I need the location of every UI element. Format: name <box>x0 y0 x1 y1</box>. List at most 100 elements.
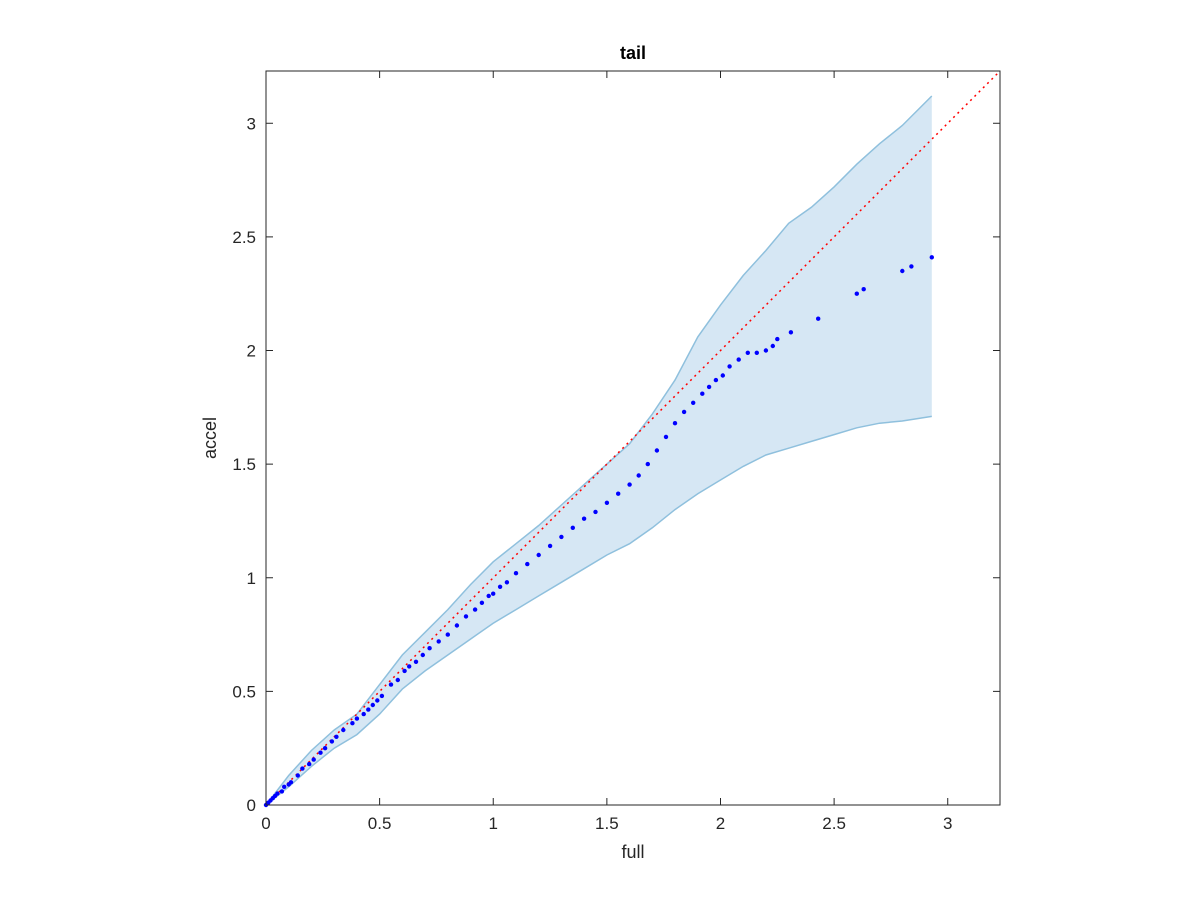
diagonal-reference-line <box>265 70 1001 806</box>
data-point <box>581 516 587 521</box>
data-point <box>861 287 866 292</box>
data-point <box>763 348 769 353</box>
y-tick-label: 2.5 <box>232 228 256 247</box>
confidence-band <box>265 95 933 806</box>
data-point <box>593 509 598 515</box>
data-point <box>307 761 312 767</box>
data-point <box>445 632 450 637</box>
data-point <box>288 780 294 785</box>
data-point <box>454 623 460 628</box>
x-axis-label: full <box>621 842 644 862</box>
data-point <box>570 525 575 530</box>
data-point <box>463 614 469 619</box>
x-tick-label: 2.5 <box>822 814 846 833</box>
data-point <box>318 750 323 755</box>
data-point <box>354 716 360 721</box>
y-tick-label: 1 <box>247 569 256 588</box>
data-point <box>350 721 355 726</box>
x-tick-label: 0 <box>261 814 270 833</box>
data-point <box>282 784 287 789</box>
data-point <box>497 584 503 589</box>
data-point <box>645 461 650 467</box>
data-point <box>854 291 859 296</box>
ticks: 0 0.5 1 1.5 2 2.5 3 0 0.5 1 1.5 2 2.5 3 <box>232 71 1000 833</box>
y-tick-label: 2 <box>247 342 256 361</box>
y-tick-label: 1.5 <box>232 455 256 474</box>
y-axis-label: accel <box>200 417 220 459</box>
data-point <box>366 707 371 712</box>
data-point <box>275 791 280 796</box>
band-lower-edge <box>265 415 932 806</box>
data-point <box>672 421 678 426</box>
data-point <box>745 350 750 355</box>
data-point <box>361 711 366 717</box>
data-point <box>754 350 759 355</box>
data-point <box>909 264 914 269</box>
data-point <box>491 591 496 596</box>
data-point <box>379 693 385 699</box>
data-point <box>395 677 400 683</box>
data-point <box>547 543 553 549</box>
chart-title: tail <box>620 43 646 63</box>
data-point <box>720 373 725 378</box>
data-point <box>788 330 794 335</box>
data-point <box>770 343 775 349</box>
data-point <box>472 607 478 612</box>
data-point <box>420 652 425 658</box>
data-point <box>681 409 687 415</box>
data-point <box>654 448 660 453</box>
data-point <box>700 391 705 396</box>
data-point <box>900 268 905 274</box>
data-point <box>536 552 541 558</box>
data-point <box>341 727 346 733</box>
data-point <box>616 491 621 496</box>
data-point <box>636 473 641 478</box>
y-tick-label: 0.5 <box>232 682 256 701</box>
data-point <box>736 357 741 362</box>
data-point <box>525 561 530 567</box>
data-point <box>513 571 519 576</box>
data-point <box>311 757 316 762</box>
data-point <box>427 646 432 651</box>
data-point <box>334 734 339 739</box>
data-point <box>279 789 285 794</box>
x-tick-label: 3 <box>943 814 952 833</box>
data-point <box>929 255 934 260</box>
data-point <box>775 336 780 342</box>
data-point <box>691 400 696 405</box>
data-point <box>816 316 821 321</box>
data-point <box>504 580 510 585</box>
x-tick-label: 2 <box>716 814 725 833</box>
band-fill <box>266 96 932 805</box>
y-tick-label: 3 <box>247 114 256 133</box>
data-point <box>322 746 328 751</box>
band-upper-edge <box>265 95 933 806</box>
data-point <box>300 766 305 771</box>
data-point <box>407 664 412 669</box>
data-point <box>329 739 335 744</box>
data-point <box>706 384 712 390</box>
data-point <box>388 682 394 687</box>
axes-box <box>265 70 1001 806</box>
axes <box>265 70 1001 806</box>
data-point <box>436 639 441 644</box>
data-point <box>627 482 632 487</box>
data-point <box>713 377 719 383</box>
data-point <box>663 434 669 440</box>
x-tick-label: 0.5 <box>368 814 392 833</box>
data-point <box>604 500 610 505</box>
reference-line <box>265 70 1001 806</box>
data-point <box>486 593 491 599</box>
data-point <box>559 534 564 540</box>
data-point <box>375 698 380 703</box>
data-point <box>479 600 485 605</box>
data-point <box>370 702 375 708</box>
data-point <box>402 668 407 674</box>
y-tick-label: 0 <box>247 796 256 815</box>
data-point <box>295 773 300 778</box>
x-tick-label: 1 <box>489 814 498 833</box>
data-series <box>263 255 934 808</box>
x-tick-label: 1.5 <box>595 814 619 833</box>
data-point <box>413 659 419 664</box>
